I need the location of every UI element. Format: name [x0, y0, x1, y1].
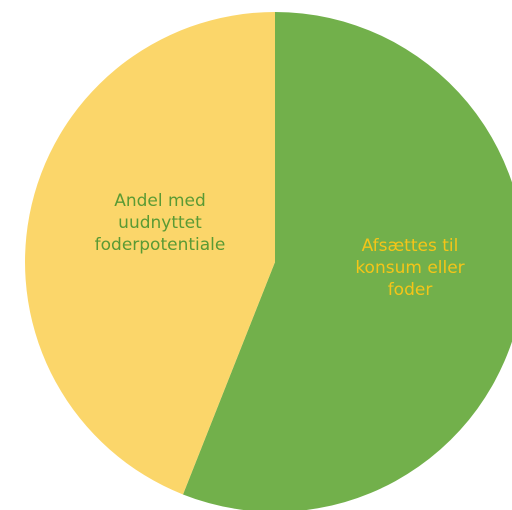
slice-label-2: Andel med uudnyttet foderpotentiale [95, 191, 226, 255]
pie-slices [25, 12, 512, 510]
slice-label-line: foderpotentiale [95, 235, 226, 255]
slice-label-1: Afsættes til konsum eller foder [355, 236, 464, 300]
pie-labels: Afsættes til konsum eller foder Andel med uu… [95, 191, 465, 300]
slice-label-line: Andel med [114, 191, 206, 211]
slice-label-line: Afsættes til [362, 236, 459, 256]
pie-slice-1 [182, 12, 512, 510]
slice-label-line: konsum eller [355, 258, 464, 278]
slice-label-line: foder [388, 280, 433, 300]
pie-slice-2 [25, 12, 275, 495]
slice-label-line: uudnyttet [118, 213, 202, 233]
